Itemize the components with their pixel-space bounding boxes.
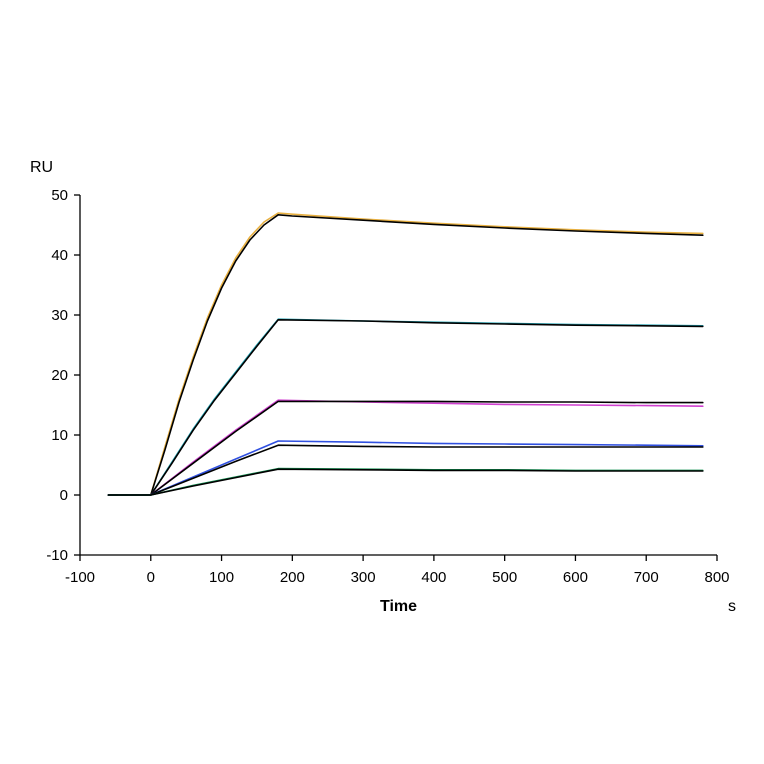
y-tick-label: 50 bbox=[51, 187, 68, 204]
response-curve-6 bbox=[107, 440, 704, 496]
y-tick-label: 10 bbox=[51, 427, 68, 444]
y-ticks: -10 0 10 20 30 40 50 bbox=[46, 187, 80, 564]
fit-curve-5 bbox=[107, 400, 704, 496]
axes bbox=[79, 195, 717, 556]
y-axis-title: RU bbox=[30, 159, 53, 176]
x-tick-label: 600 bbox=[563, 569, 588, 586]
x-tick-label: 100 bbox=[209, 569, 234, 586]
x-tick-label: 700 bbox=[634, 569, 659, 586]
y-tick-label: 20 bbox=[51, 367, 68, 384]
x-tick-label: 300 bbox=[351, 569, 376, 586]
x-axis-title: Time bbox=[380, 598, 417, 615]
x-ticks: -100 0 100 200 300 400 500 600 700 800 bbox=[65, 555, 730, 586]
x-tick-label: 0 bbox=[147, 569, 155, 586]
y-tick-label: 0 bbox=[60, 487, 68, 504]
fit-curve-3 bbox=[107, 318, 704, 496]
x-axis-unit: s bbox=[728, 598, 736, 615]
x-tick-label: 200 bbox=[280, 569, 305, 586]
series-group bbox=[107, 212, 704, 496]
fit-curve-9 bbox=[107, 468, 704, 496]
fit-curve-7 bbox=[107, 444, 704, 496]
response-curve-8 bbox=[107, 467, 704, 496]
response-curve-0 bbox=[107, 212, 704, 496]
x-tick-label: 800 bbox=[704, 569, 729, 586]
x-tick-label: 500 bbox=[492, 569, 517, 586]
y-tick-label: -10 bbox=[46, 547, 68, 564]
x-tick-label: 400 bbox=[421, 569, 446, 586]
x-tick-label: -100 bbox=[65, 569, 95, 586]
y-tick-label: 40 bbox=[51, 247, 68, 264]
y-tick-label: 30 bbox=[51, 307, 68, 324]
fit-curve-1 bbox=[107, 214, 704, 496]
